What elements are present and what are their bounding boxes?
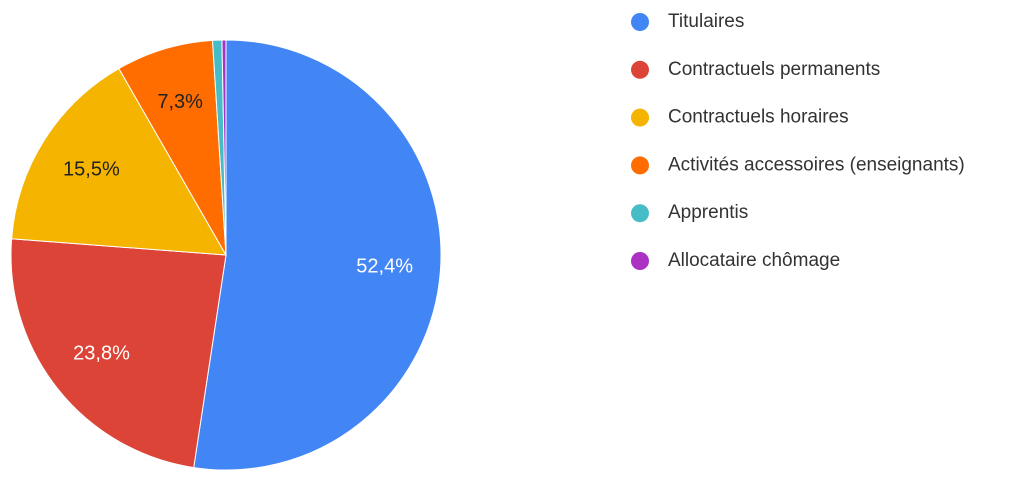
value-label: 23,8% — [73, 342, 130, 364]
legend-label: Contractuels permanents — [668, 59, 880, 80]
pie-slice — [118, 39, 227, 256]
legend-swatch — [631, 252, 649, 270]
legend-swatch — [631, 60, 649, 79]
legend-swatch — [631, 13, 649, 31]
pie-slice — [11, 67, 227, 256]
pie-slice — [221, 39, 227, 256]
legend-label: Titulaires — [668, 11, 744, 32]
legend-label: Activités accessoires (enseignants) — [668, 154, 965, 175]
pie-slice — [10, 238, 227, 469]
legend-label: Contractuels horaires — [668, 107, 849, 128]
legend-swatch — [631, 204, 649, 223]
pie-slice — [193, 39, 442, 471]
legend-swatch — [631, 108, 649, 127]
value-label: 52,4% — [356, 255, 413, 277]
legend-swatch — [631, 156, 649, 175]
legend-label: Allocataire chômage — [668, 250, 840, 271]
value-label: 7,3% — [157, 91, 203, 113]
value-label: 15,5% — [63, 158, 120, 180]
legend-label: Apprentis — [668, 202, 748, 223]
